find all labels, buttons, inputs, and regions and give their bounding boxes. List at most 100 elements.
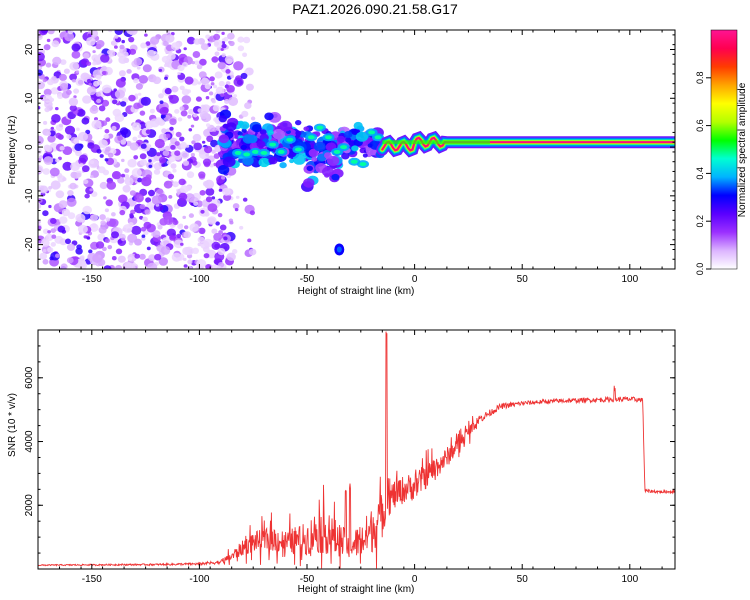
x-tick-label: -100	[189, 574, 209, 585]
noise-blob	[81, 117, 90, 125]
transition-blob	[252, 124, 262, 133]
noise-blob	[239, 225, 244, 230]
noise-blob	[213, 84, 218, 89]
noise-blob	[167, 52, 176, 60]
noise-blob	[64, 32, 75, 42]
noise-blob	[162, 150, 170, 157]
noise-blob	[205, 196, 213, 203]
noise-blob	[111, 171, 122, 180]
noise-blob	[172, 168, 177, 173]
noise-blob	[193, 201, 199, 206]
noise-blob	[45, 233, 54, 241]
transition-blob	[222, 156, 236, 168]
noise-blob	[224, 55, 234, 64]
noise-blob	[163, 180, 173, 189]
noise-blob	[177, 117, 183, 122]
noise-blob	[69, 182, 77, 190]
noise-blob	[133, 102, 141, 110]
x-tick-label: 100	[621, 274, 638, 285]
noise-blob	[73, 95, 77, 99]
noise-blob	[143, 230, 149, 236]
noise-blob	[200, 209, 205, 214]
noise-blob	[179, 85, 185, 91]
noise-blob	[104, 238, 110, 243]
transition-blob	[351, 145, 359, 152]
noise-blob	[226, 252, 236, 261]
noise-blob	[134, 253, 140, 259]
noise-blob	[89, 105, 99, 114]
noise-blob	[42, 228, 49, 234]
noise-blob	[145, 41, 151, 46]
transition-blob	[295, 130, 302, 136]
noise-blob	[145, 129, 151, 134]
noise-blob	[77, 224, 88, 234]
noise-blob	[169, 235, 176, 241]
noise-blob	[187, 114, 192, 119]
noise-blob	[115, 78, 126, 88]
noise-blob	[160, 246, 171, 255]
noise-blob	[71, 43, 81, 52]
noise-blob	[121, 237, 126, 242]
noise-blob	[86, 78, 92, 83]
noise-blob	[55, 190, 65, 199]
noise-blob	[173, 239, 184, 249]
noise-blob	[75, 70, 80, 74]
noise-blob	[82, 205, 92, 215]
noise-blob	[42, 210, 49, 217]
noise-blob	[178, 192, 188, 201]
noise-blob	[182, 215, 186, 219]
noise-blob	[47, 230, 51, 234]
noise-blob	[73, 138, 80, 144]
noise-blob	[55, 253, 60, 258]
x-tick-label: 0	[412, 274, 418, 285]
core-center	[374, 135, 382, 140]
noise-blob	[47, 30, 55, 35]
noise-blob	[156, 188, 164, 195]
spectrogram-marks	[38, 30, 675, 269]
noise-blob	[162, 107, 169, 114]
noise-blob	[61, 208, 71, 217]
noise-blob	[94, 55, 101, 61]
noise-blob	[207, 203, 218, 213]
noise-blob	[215, 30, 221, 34]
noise-blob	[210, 82, 215, 86]
noise-blob	[207, 216, 217, 225]
noise-blob	[209, 76, 215, 82]
noise-blob	[115, 265, 123, 269]
noise-blob	[160, 241, 164, 246]
noise-blob	[146, 49, 156, 59]
noise-blob	[203, 253, 210, 259]
noise-blob	[215, 86, 225, 95]
noise-blob	[139, 195, 143, 199]
noise-blob	[114, 89, 125, 99]
noise-blob	[50, 242, 56, 247]
noise-blob	[101, 65, 107, 71]
noise-blob	[86, 86, 97, 96]
noise-blob	[85, 129, 91, 135]
noise-blob	[235, 195, 240, 199]
x-tick-label: -100	[189, 274, 209, 285]
carrier-weak-segment	[382, 140, 490, 145]
noise-blob	[118, 55, 128, 64]
isolated-blob-core	[336, 246, 342, 253]
noise-blob	[218, 230, 224, 235]
noise-blob	[121, 39, 125, 44]
noise-blob	[183, 264, 188, 268]
transition-blobs	[215, 109, 386, 192]
noise-blob	[190, 152, 195, 157]
noise-blob	[250, 116, 256, 121]
noise-blob	[99, 214, 106, 221]
noise-blob	[213, 232, 223, 241]
transition-blob	[327, 155, 340, 166]
y-tick-label: 0	[24, 144, 35, 150]
noise-blob	[118, 70, 126, 77]
transition-blob	[242, 156, 254, 166]
noise-blob	[83, 235, 88, 239]
spectrogram-frame	[37, 29, 676, 270]
noise-blob	[211, 149, 216, 154]
noise-blob	[59, 146, 65, 151]
noise-blob	[82, 165, 90, 173]
noise-blob	[198, 171, 206, 179]
core-center	[243, 152, 251, 157]
noise-blob	[193, 113, 198, 118]
